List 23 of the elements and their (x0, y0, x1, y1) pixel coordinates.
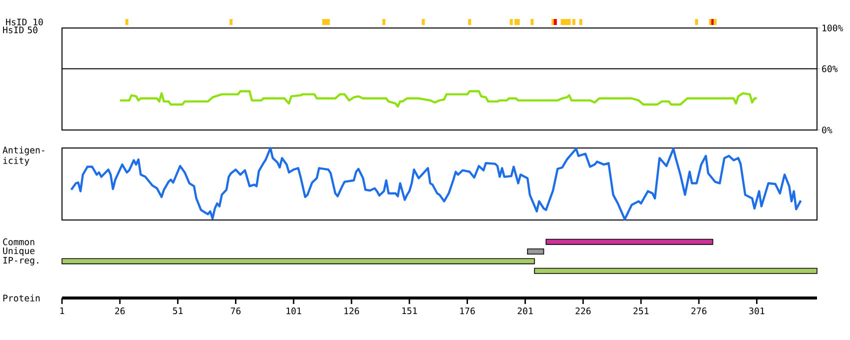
x-tick-label: 151 (402, 308, 417, 314)
x-tick-label: 126 (344, 307, 360, 314)
y-axis-title: HsID 10 (6, 18, 43, 26)
y-tick-label: Common (3, 238, 34, 246)
x-tick-label: 176 (460, 307, 475, 314)
x-tick-label: 76 (230, 307, 241, 314)
y-axis-title: HsID 50 (3, 26, 38, 34)
y-tick-label: Unique (3, 247, 34, 256)
x-tick-label: 1 (60, 308, 64, 314)
x-tick-label: 101 (286, 307, 302, 314)
x-tick-label: 251 (634, 307, 649, 314)
y-tick-label: 0% (822, 126, 832, 134)
y-axis-title: Antigen-icity (2, 146, 44, 166)
x-tick-label: 301 (749, 307, 764, 314)
x-tick-label: 226 (576, 307, 591, 314)
x-axis-title: Protein (3, 294, 40, 302)
x-tick-label: 51 (173, 308, 183, 314)
y-tick-label: 100% (822, 24, 844, 32)
y-tick-label: IP-reg. (3, 256, 38, 266)
y-tick-label: 60% (822, 65, 838, 72)
x-tick-label: 26 (115, 307, 125, 314)
x-tick-label: 201 (518, 307, 533, 314)
x-tick-label: 276 (691, 307, 706, 314)
